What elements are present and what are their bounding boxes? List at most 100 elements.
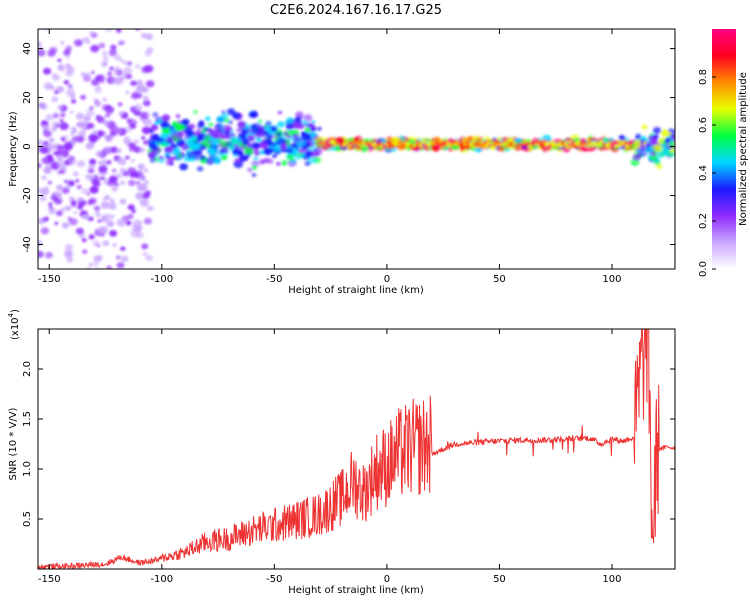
snr-panel: -150 -100 -50 0 50 100 0.5 1.0 1.5 2.0 Height of…	[7, 309, 676, 596]
heatmap-cell	[141, 186, 148, 192]
heatmap-cell	[48, 202, 53, 206]
heatmap-cell	[285, 122, 295, 131]
heatmap-cell	[85, 298, 90, 302]
heatmap-cell	[101, 61, 108, 67]
heatmap-cell	[652, 127, 662, 135]
heatmap-cell	[277, 110, 283, 115]
heatmap-cell	[144, 179, 149, 184]
heatmap-cell	[225, 126, 233, 132]
heatmap-cell	[43, 130, 52, 138]
heatmap-cell	[70, 131, 75, 136]
colorbar: 0.0 0.2 0.4 0.6 0.8 Normalized spectral ampl…	[698, 29, 749, 277]
heatmap-cell	[641, 124, 648, 130]
heatmap-cell	[263, 147, 273, 156]
heatmap-cell	[216, 134, 223, 140]
snr-x-ticks: -150 -100 -50 0 50 100	[38, 329, 622, 585]
heatmap-cell	[80, 72, 86, 77]
heatmap-cell	[104, 29, 113, 32]
heatmap-cell	[356, 145, 361, 149]
heatmap-cell	[517, 145, 522, 149]
heatmap-cell	[89, 106, 94, 111]
heatmap-cell	[71, 99, 77, 104]
heatmap-cell	[102, 50, 108, 56]
heatmap-cell	[42, 125, 51, 132]
heatmap-cell	[42, 217, 49, 222]
heatmap-cell	[88, 262, 94, 267]
heatmap-cell	[142, 192, 150, 199]
heatmap-cell	[87, 168, 95, 174]
heatmap-cell	[242, 140, 249, 146]
heatmap-cell	[141, 136, 146, 140]
heatmap-cell	[38, 240, 43, 247]
heatmap-cell	[149, 157, 156, 163]
heatmap-cell	[309, 122, 315, 127]
heatmap-cell	[640, 151, 648, 157]
heatmap-cell	[127, 61, 132, 66]
heatmap-cell	[64, 205, 72, 211]
heatmap-cell	[61, 187, 70, 194]
heatmap-cell	[63, 143, 73, 151]
heatmap-cell	[77, 197, 84, 202]
heatmap-cell	[105, 136, 113, 143]
heatmap-cell	[290, 142, 296, 148]
heatmap-cell	[316, 126, 322, 131]
heatmap-cell	[116, 173, 122, 179]
heatmap-cell	[94, 101, 101, 107]
heatmap-cell	[102, 197, 107, 201]
heatmap-cell	[129, 293, 136, 299]
heatmap-cell	[140, 32, 148, 39]
heatmap-cell	[649, 138, 659, 146]
heatmap-cell	[59, 119, 64, 123]
y-tick-label: 1.0	[22, 461, 33, 477]
heatmap-cell	[160, 120, 169, 129]
heatmap-cell	[56, 184, 64, 191]
spectrogram-heatmap	[38, 11, 675, 319]
heatmap-cell	[144, 23, 151, 29]
heatmap-cell	[138, 314, 144, 319]
heatmap-cell	[295, 155, 301, 160]
heatmap-cell	[219, 140, 229, 149]
heatmap-cell	[170, 156, 176, 161]
heatmap-cell	[152, 112, 159, 118]
heatmap-cell	[135, 192, 145, 200]
heatmap-cell	[230, 137, 240, 145]
heatmap-cell	[480, 145, 485, 149]
heatmap-cell	[241, 131, 248, 137]
heatmap-cell	[93, 262, 99, 267]
heatmap-cell	[149, 144, 158, 151]
heatmap-cell	[93, 255, 102, 263]
x-tick-label: -100	[150, 274, 173, 285]
heatmap-cell	[146, 205, 154, 212]
heatmap-cell	[300, 145, 308, 151]
heatmap-cell	[135, 79, 144, 86]
heatmap-cell	[286, 134, 292, 139]
heatmap-cell	[496, 137, 502, 142]
heatmap-cell	[70, 202, 77, 208]
heatmap-cell	[94, 307, 102, 314]
heatmap-cell	[122, 60, 128, 65]
colorbar-tick-label: 0.6	[698, 117, 709, 133]
heatmap-cell	[69, 110, 74, 114]
heatmap-cell	[266, 158, 274, 164]
heatmap-cell	[92, 240, 100, 247]
heatmap-cell	[57, 86, 65, 92]
heatmap-cell	[300, 133, 310, 141]
heatmap-cell	[133, 139, 139, 144]
heatmap-cell	[250, 141, 259, 148]
heatmap-cell	[38, 139, 44, 146]
heatmap-cell	[120, 246, 126, 251]
heatmap-cell	[56, 144, 64, 151]
heatmap-cell	[107, 202, 117, 210]
heatmap-cell	[124, 11, 131, 17]
heatmap-cell	[44, 29, 48, 30]
heatmap-cell	[48, 137, 55, 143]
heatmap-cell	[149, 129, 154, 134]
y-tick-label: 1.5	[22, 411, 33, 427]
heatmap-cell	[204, 116, 211, 122]
heatmap-cell	[133, 104, 143, 111]
heatmap-cell	[200, 140, 208, 147]
heatmap-cell	[51, 126, 58, 132]
heatmap-cell	[108, 175, 118, 184]
heatmap-cell	[43, 67, 52, 75]
heatmap-cell	[126, 73, 133, 79]
